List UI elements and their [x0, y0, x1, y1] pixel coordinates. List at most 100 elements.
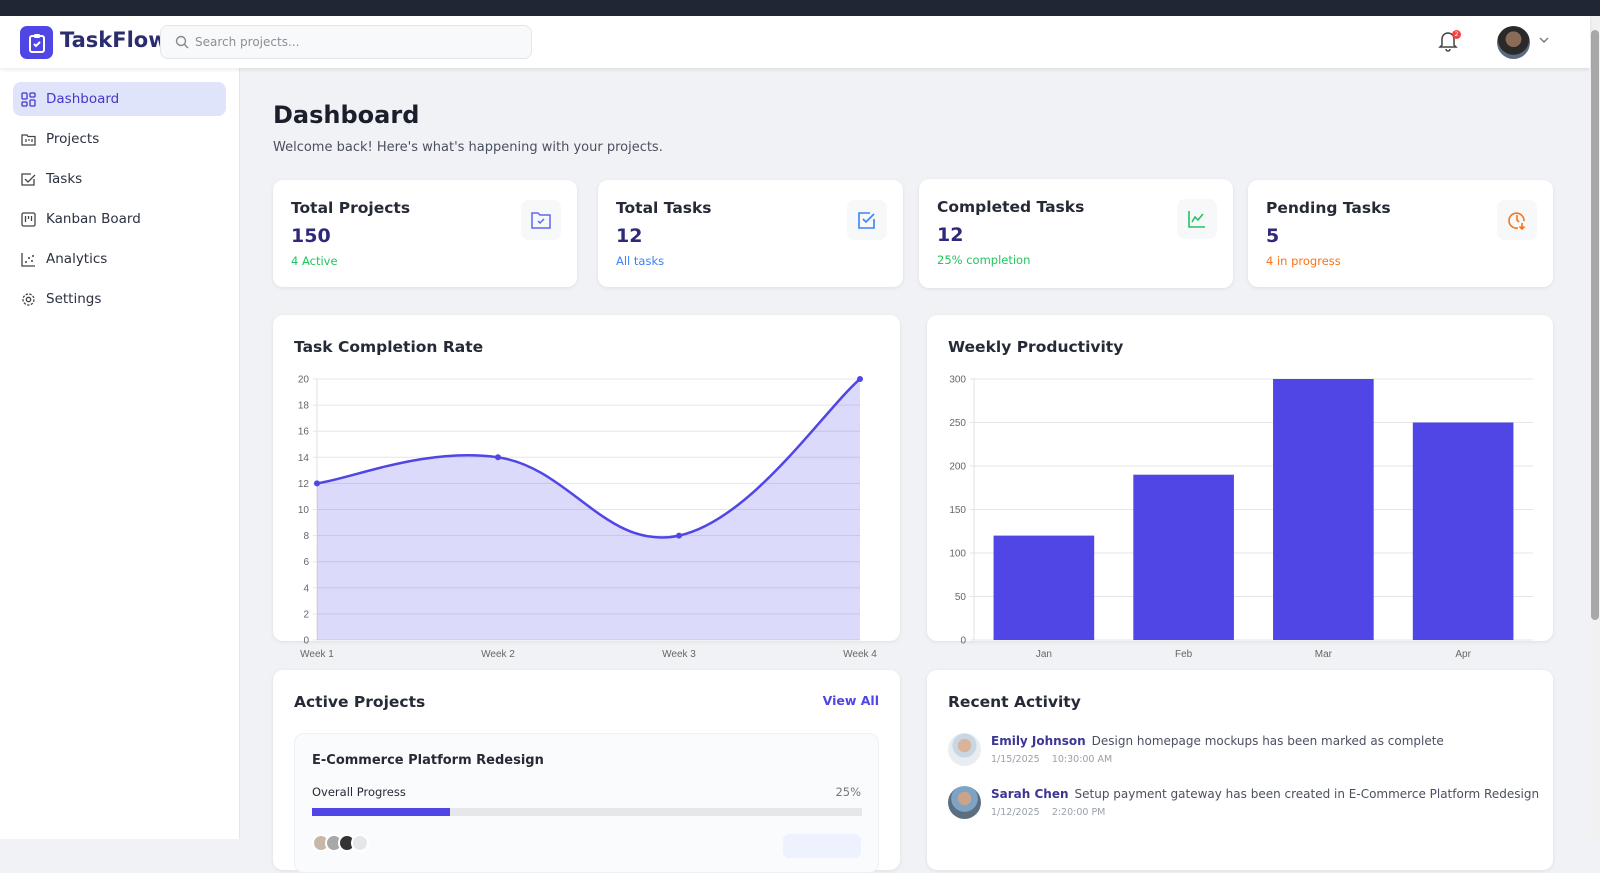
- recent-activity-card: Recent Activity Emily Johnson Design home…: [927, 670, 1553, 870]
- progress-bar-fill: [312, 808, 450, 816]
- x-tick-label: Week 3: [662, 649, 696, 660]
- data-point: [314, 480, 320, 487]
- bar: [993, 535, 1095, 640]
- bar: [1412, 422, 1514, 640]
- project-name: E-Commerce Platform Redesign: [312, 753, 544, 768]
- sidebar-item-tasks[interactable]: Tasks: [13, 162, 226, 196]
- sidebar-item-label: Settings: [46, 291, 102, 307]
- user-avatar: [948, 786, 981, 819]
- y-tick-label: 100: [949, 549, 966, 560]
- stat-card-pending-tasks: Pending Tasks 5 4 in progress: [1248, 180, 1553, 287]
- folder-check-icon: [521, 200, 561, 240]
- series-line: [316, 378, 861, 539]
- activity-user[interactable]: Emily Johnson: [991, 734, 1086, 748]
- data-point: [857, 376, 863, 382]
- user-avatar: [948, 733, 981, 766]
- area-fill: [317, 379, 860, 640]
- activity-user[interactable]: Sarah Chen: [991, 787, 1069, 801]
- sidebar-item-kanban-board[interactable]: Kanban Board: [13, 202, 226, 236]
- activity-date: 1/15/2025: [991, 754, 1040, 765]
- view-all-link[interactable]: View All: [822, 693, 879, 708]
- x-tick-label: Mar: [1315, 649, 1333, 660]
- bar: [1273, 379, 1374, 640]
- trend-icon: [1177, 199, 1217, 239]
- stat-subtext: 4 in progress: [1266, 254, 1341, 268]
- stat-card-total-tasks: Total Tasks 12 All tasks: [598, 180, 903, 287]
- scrollbar-thumb[interactable]: [1591, 30, 1599, 620]
- checkbox-icon: [847, 200, 887, 240]
- stat-value: 12: [937, 224, 964, 246]
- y-tick-label: 12: [298, 479, 310, 490]
- notification-bell-icon[interactable]: [1438, 30, 1458, 52]
- weekly-productivity-chart-card: Weekly Productivity 0 50 100 150 200 250 300 Ja…: [927, 315, 1553, 660]
- sidebar-item-projects[interactable]: Projects: [13, 122, 226, 156]
- search-input[interactable]: [195, 26, 515, 58]
- activity-text: Design homepage mockups has been marked …: [1091, 734, 1444, 748]
- x-tick-label: Apr: [1455, 649, 1471, 660]
- progress-label: Overall Progress: [312, 785, 406, 799]
- activity-text: Setup payment gateway has been created i…: [1074, 787, 1540, 801]
- stat-card-completed-tasks: Completed Tasks 12 25% completion: [919, 179, 1233, 288]
- section-title: Active Projects: [294, 693, 426, 711]
- page-subtitle: Welcome back! Here's what's happening wi…: [273, 140, 663, 155]
- folder-icon: [21, 133, 36, 146]
- stat-subtext: 25% completion: [937, 253, 1031, 267]
- search-box[interactable]: [160, 25, 532, 59]
- stat-value: 12: [616, 225, 643, 247]
- search-icon: [175, 35, 189, 49]
- weekly-productivity-chart: 0 50 100 150 200 250 300 Jan Feb Mar Apr: [949, 375, 1533, 660]
- stat-value: 5: [1266, 225, 1280, 247]
- y-tick-label: 8: [303, 531, 309, 542]
- x-tick-label: Feb: [1175, 649, 1193, 660]
- y-tick-label: 200: [949, 462, 966, 473]
- data-point: [676, 532, 682, 539]
- sidebar-item-settings[interactable]: Settings: [13, 282, 226, 316]
- kanban-icon: [21, 211, 36, 227]
- y-tick-label: 0: [960, 636, 966, 647]
- task-completion-chart-card: Task Completion Rate 0 2 4 6 8 10 12 14 16 18 20 We…: [273, 315, 900, 661]
- stat-title: Pending Tasks: [1266, 199, 1391, 217]
- x-tick-label: Week 4: [843, 649, 877, 660]
- sidebar-item-dashboard[interactable]: Dashboard: [13, 82, 226, 116]
- y-tick-label: 16: [298, 427, 310, 438]
- clipboard-logo-icon: [20, 26, 53, 59]
- y-tick-label: 150: [949, 505, 966, 516]
- checkbox-icon: [21, 172, 36, 186]
- x-tick-label: Week 1: [300, 649, 334, 660]
- chevron-down-icon[interactable]: [1538, 34, 1550, 46]
- notification-badge: 2: [1452, 30, 1461, 39]
- user-avatar[interactable]: [1497, 26, 1530, 59]
- y-tick-label: 20: [298, 375, 310, 386]
- sidebar-item-label: Projects: [46, 131, 100, 147]
- x-tick-label: Week 2: [481, 649, 515, 660]
- sidebar-item-label: Dashboard: [46, 91, 120, 107]
- chart-icon: [21, 252, 35, 267]
- sidebar-item-label: Tasks: [46, 171, 83, 187]
- sidebar-item-analytics[interactable]: Analytics: [13, 242, 226, 276]
- stat-title: Total Tasks: [616, 199, 712, 217]
- task-completion-chart: 0 2 4 6 8 10 12 14 16 18 20 Week 1 Week 2 Week 3 Week …: [298, 375, 877, 661]
- project-action-button[interactable]: [783, 834, 861, 858]
- chart-title: Task Completion Rate: [294, 338, 484, 356]
- stat-title: Completed Tasks: [937, 198, 1085, 216]
- progress-bar: [312, 808, 862, 816]
- y-tick-label: 50: [955, 592, 967, 603]
- data-point: [495, 454, 501, 461]
- x-tick-label: Jan: [1036, 649, 1052, 660]
- y-tick-label: 4: [303, 583, 309, 594]
- page-title: Dashboard: [273, 101, 420, 129]
- stat-subtext: 4 Active: [291, 254, 338, 268]
- sidebar-item-label: Kanban Board: [46, 211, 141, 227]
- grid-icon: [21, 91, 36, 107]
- project-item[interactable]: E-Commerce Platform Redesign Overall Pro…: [294, 733, 879, 873]
- y-tick-label: 14: [298, 453, 310, 464]
- browser-chrome: [0, 0, 1600, 16]
- stat-title: Total Projects: [291, 199, 411, 217]
- bar: [1133, 474, 1234, 640]
- y-tick-label: 10: [298, 505, 310, 516]
- y-tick-label: 300: [949, 375, 966, 386]
- y-tick-label: 250: [949, 418, 966, 429]
- y-tick-label: 2: [303, 609, 309, 620]
- member-avatar-more: [351, 834, 369, 852]
- activity-time: 2:20:00 PM: [1051, 807, 1106, 818]
